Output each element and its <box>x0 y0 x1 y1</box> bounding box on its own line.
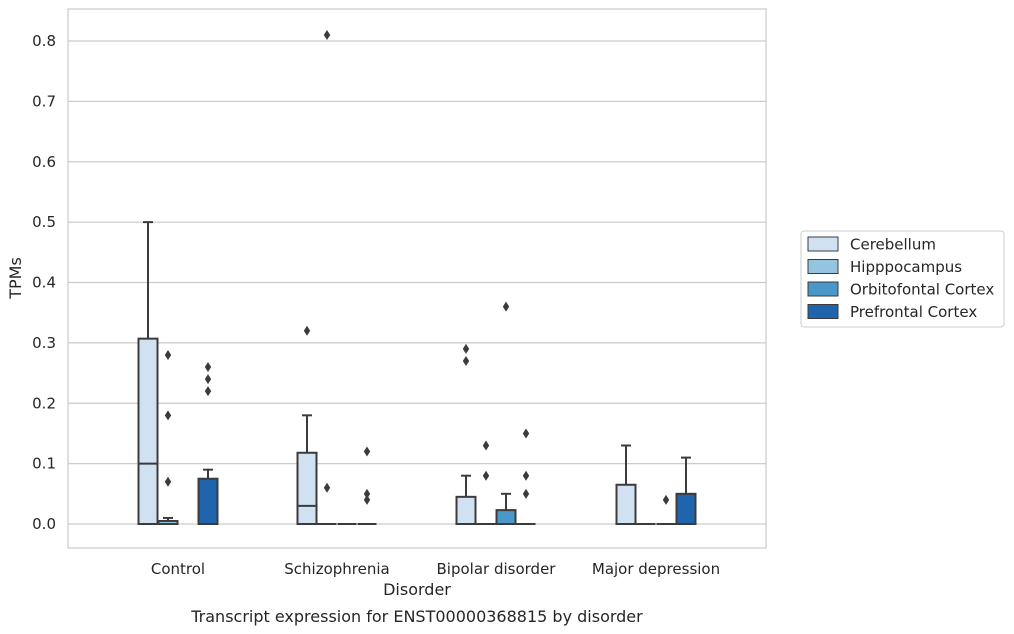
legend-swatch <box>807 281 839 297</box>
outlier-point <box>482 440 490 451</box>
y-tick-label: 0.5 <box>32 213 56 231</box>
outlier-point <box>482 470 490 481</box>
y-axis-title: TPMs <box>6 257 25 300</box>
outlier-point <box>323 29 331 40</box>
outlier-point <box>303 325 311 336</box>
legend: Cerebellum Hipppocampus Orbitofontal Corte… <box>800 230 1005 328</box>
x-tick-label: Bipolar disorder <box>437 560 557 578</box>
outlier-point <box>502 301 510 312</box>
legend-swatch <box>807 259 839 274</box>
legend-label: Orbitofontal Cortex <box>850 281 994 299</box>
box <box>495 509 517 525</box>
outlier-point <box>204 386 212 397</box>
y-tick-label: 0.0 <box>32 515 56 533</box>
x-tick-label: Schizophrenia <box>284 560 389 578</box>
y-tick-label: 0.1 <box>32 455 56 473</box>
y-tick-label: 0.3 <box>32 334 56 352</box>
outlier-point <box>522 488 530 499</box>
box <box>197 477 219 525</box>
y-tick-label: 0.6 <box>32 153 56 171</box>
legend-frame <box>800 230 1005 328</box>
outlier-point <box>662 494 670 505</box>
outlier-point <box>462 343 470 354</box>
x-axis-title: Disorder <box>383 580 451 599</box>
outlier-point <box>522 470 530 481</box>
outlier-point <box>204 362 212 373</box>
outlier-point <box>363 488 371 499</box>
outlier-point <box>522 428 530 439</box>
legend-label: Cerebellum <box>850 236 936 254</box>
outlier-point <box>164 410 172 421</box>
box <box>615 483 637 526</box>
y-tick-label: 0.8 <box>32 32 56 50</box>
outlier-point <box>462 355 470 366</box>
x-axis: Control Schizophrenia Bipolar disorder Majo… <box>151 560 720 578</box>
outlier-point <box>164 476 172 487</box>
box <box>455 495 477 525</box>
outlier-point <box>363 494 371 505</box>
outlier-point <box>323 482 331 493</box>
box <box>296 451 318 526</box>
x-tick-label: Major depression <box>592 560 720 578</box>
legend-label: Hipppocampus <box>850 258 962 276</box>
y-tick-label: 0.4 <box>32 274 56 292</box>
legend-swatch <box>807 236 839 252</box>
legend-swatch <box>807 304 839 319</box>
y-tick-label: 0.2 <box>32 394 56 412</box>
box-series <box>137 29 697 526</box>
y-axis: 0.0 0.1 0.2 0.3 0.4 0.5 0.6 0.7 0.8 <box>32 32 56 533</box>
plot-background <box>68 9 766 548</box>
outlier-point <box>204 374 212 385</box>
chart-caption: Transcript expression for ENST0000036881… <box>190 607 643 626</box>
x-tick-label: Control <box>151 560 205 578</box>
outlier-point <box>164 349 172 360</box>
y-tick-label: 0.7 <box>32 92 56 110</box>
legend-label: Prefrontal Cortex <box>850 303 977 321</box>
box <box>137 337 159 525</box>
outlier-point <box>363 446 371 457</box>
plot-frame <box>67 8 767 549</box>
box <box>675 492 697 525</box>
grid-lines <box>68 40 766 525</box>
